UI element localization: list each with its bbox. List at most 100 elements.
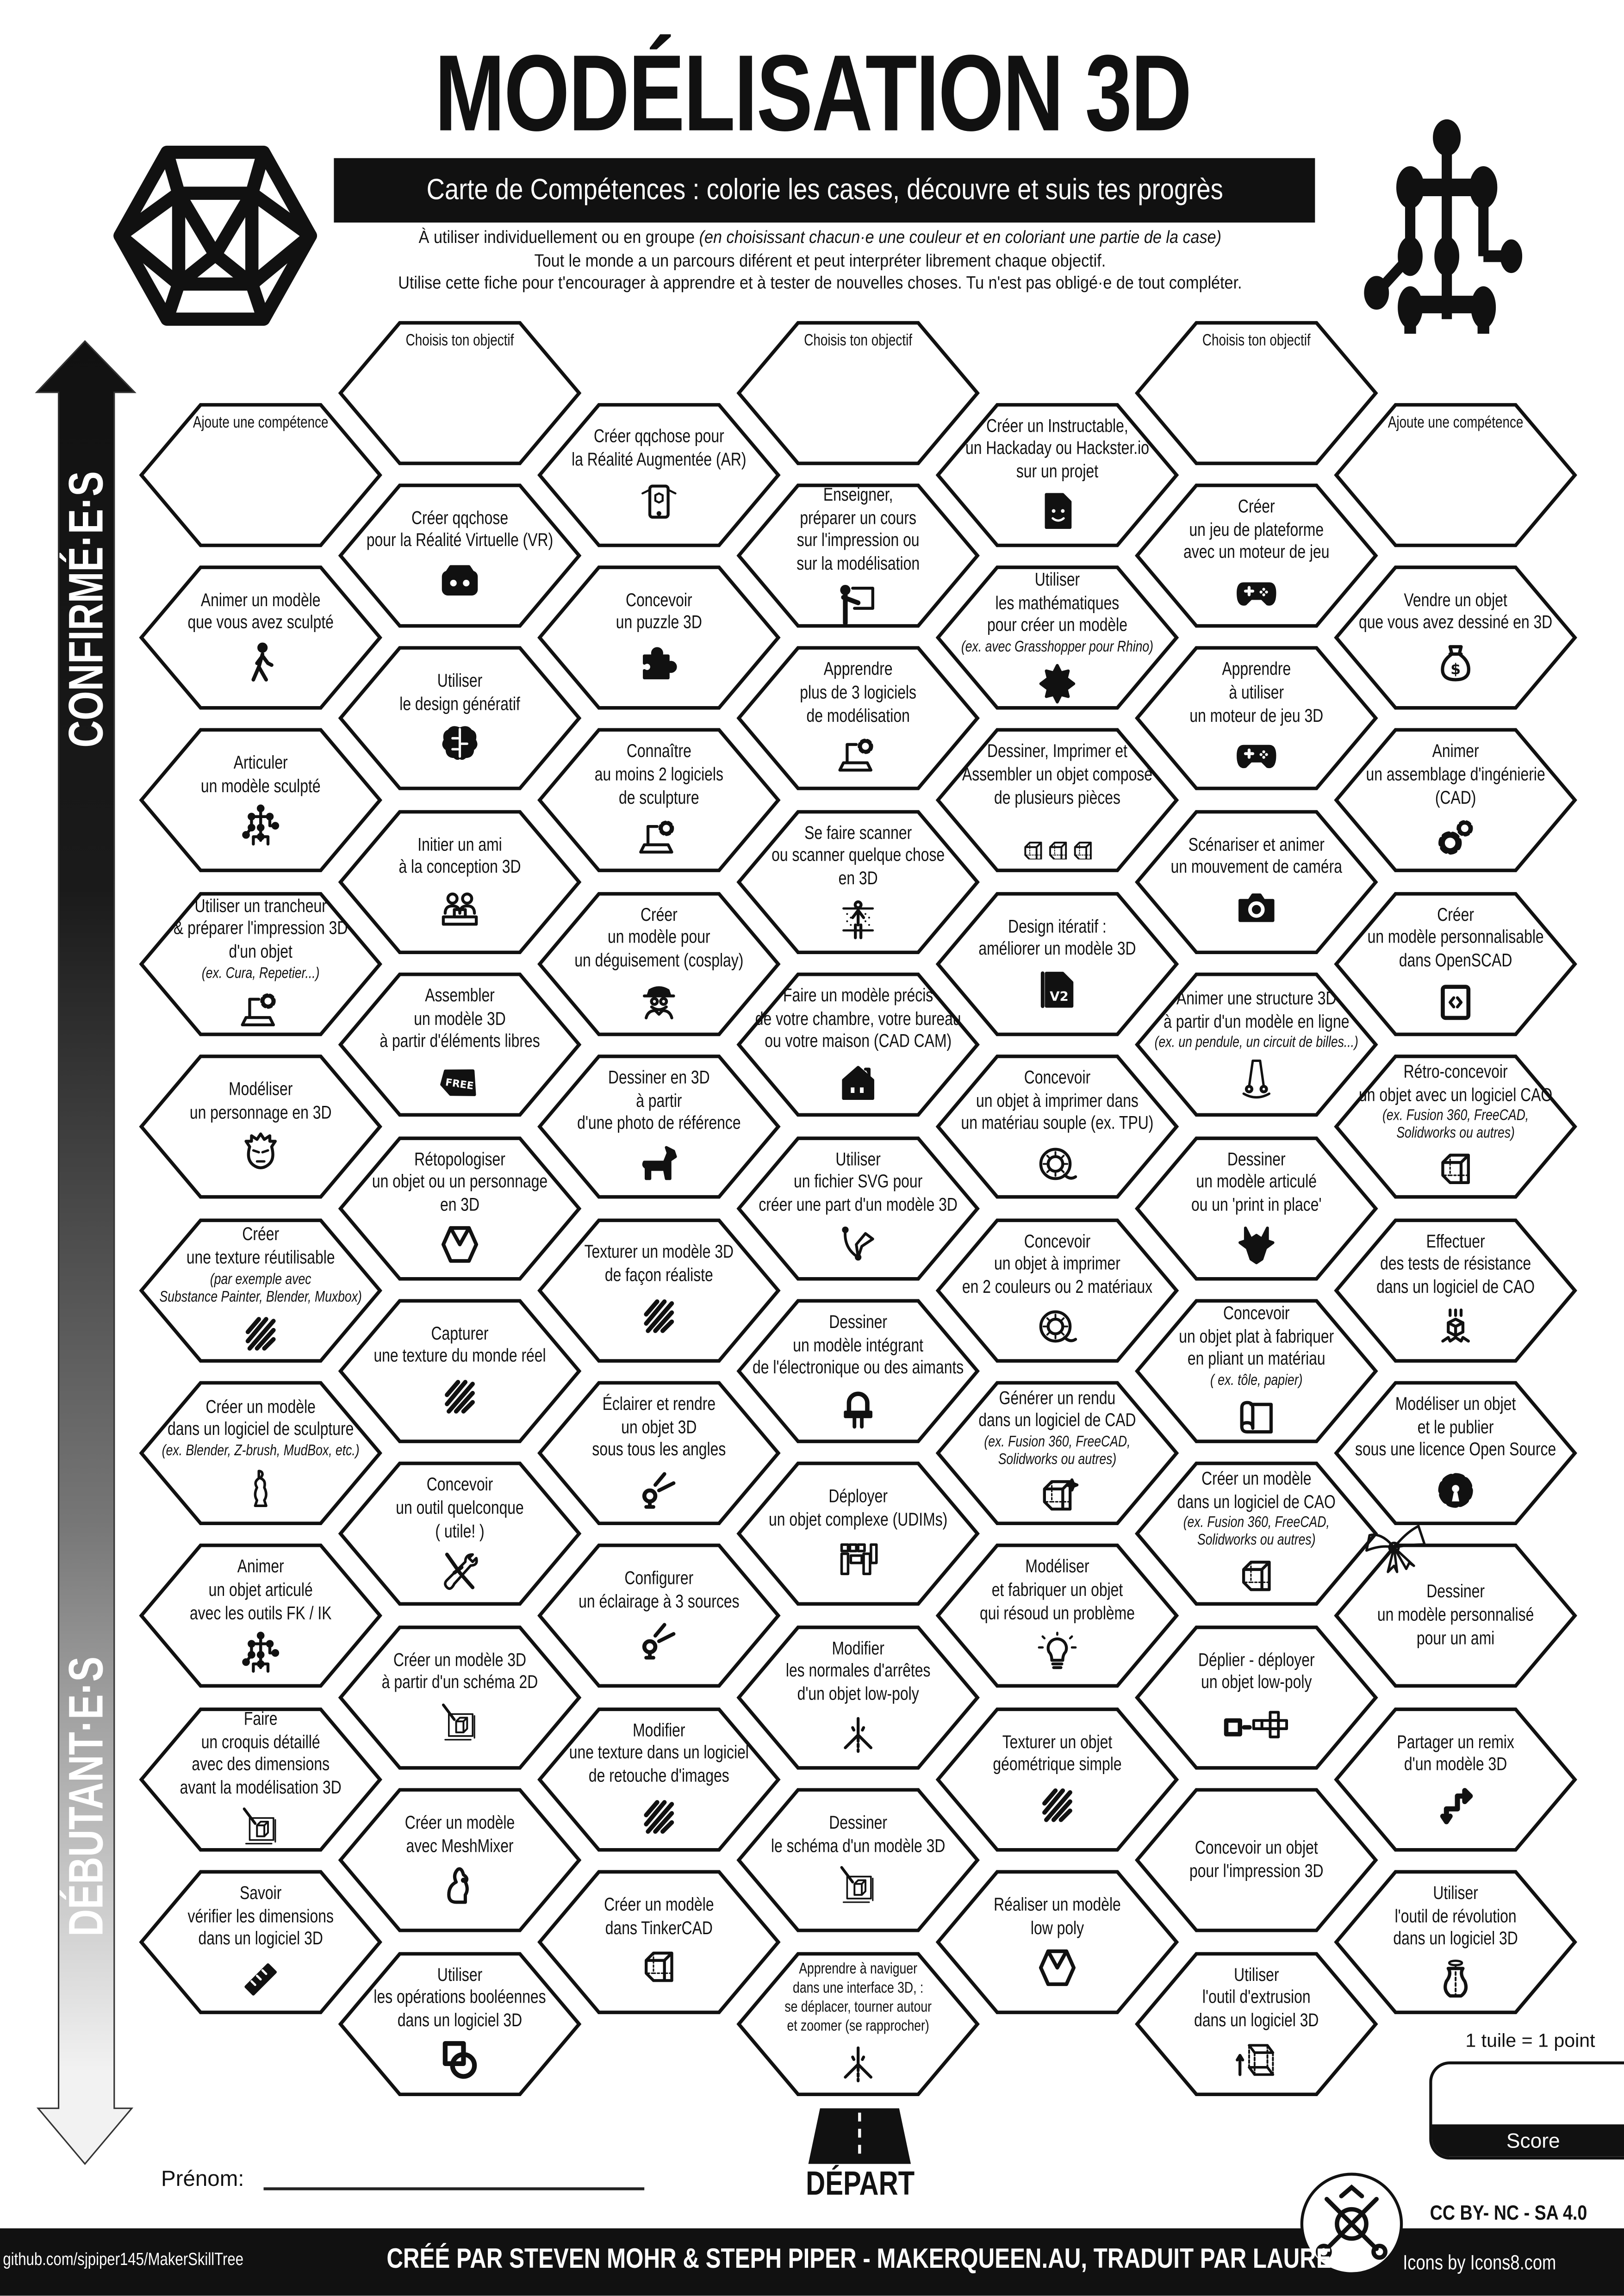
skill-tile[interactable]: Scénariser et animer un mouvement de cam… bbox=[1135, 809, 1378, 954]
skill-tile[interactable]: Modéliser et fabriquer un objet qui réso… bbox=[935, 1544, 1179, 1688]
skill-tile[interactable]: Utiliser un fichier SVG pour créer une p… bbox=[736, 1136, 980, 1280]
skill-tile[interactable]: Apprendre plus de 3 logiciels de modélis… bbox=[736, 646, 980, 791]
skill-tile[interactable]: Créer un modèle personnalisable dans Ope… bbox=[1334, 891, 1577, 1036]
skill-tile[interactable]: Connaître au moins 2 logiciels de sculpt… bbox=[537, 728, 781, 873]
skill-tile[interactable]: Créer un modèle dans un logiciel de scul… bbox=[139, 1380, 382, 1525]
tile-title: Créer un Instructable, un Hackaday ou Ha… bbox=[965, 415, 1149, 482]
skill-tile[interactable]: Concevoir un objet à imprimer dans un ma… bbox=[935, 1054, 1179, 1199]
skill-tile[interactable]: Design itératif : améliorer un modèle 3D… bbox=[935, 891, 1179, 1036]
name-field[interactable] bbox=[263, 2187, 645, 2191]
tile-title: Savoir vérifier les dimensions dans un l… bbox=[187, 1883, 334, 1949]
skill-tile[interactable]: Faire un croquis détaillé avec des dimen… bbox=[139, 1706, 382, 1851]
skill-tile[interactable]: Utiliser l'outil d'extrusion dans un log… bbox=[1135, 1951, 1378, 2096]
score-box[interactable]: Score bbox=[1429, 2061, 1624, 2160]
tile-title: Créer un modèle dans TinkerCAD bbox=[604, 1894, 714, 1938]
skill-tile[interactable]: Dessiner le schéma d'un modèle 3D bbox=[736, 1788, 980, 1933]
custom-skill-tile[interactable]: Choisis ton objectif bbox=[736, 320, 980, 465]
skill-tile[interactable]: Effectuer des tests de résistance dans u… bbox=[1334, 1217, 1577, 1362]
skill-tile[interactable]: Dessiner un modèle articulé ou un 'print… bbox=[1135, 1136, 1378, 1280]
hex-outline bbox=[139, 891, 382, 1036]
skill-tile[interactable]: Modéliser un personnage en 3D bbox=[139, 1054, 382, 1199]
skill-tile[interactable]: Modéliser un objet et le publier sous un… bbox=[1334, 1380, 1577, 1525]
skill-tile[interactable]: Créer un modèle avec MeshMixer bbox=[338, 1788, 582, 1933]
skill-tile[interactable]: Dessiner, Imprimer et Assembler un objet… bbox=[935, 728, 1179, 873]
custom-skill-tile[interactable]: Choisis ton objectif bbox=[1135, 320, 1378, 465]
skill-tile[interactable]: Concevoir un outil quelconque ( utile! ) bbox=[338, 1462, 582, 1607]
tile-label: Créer un modèle personnalisable dans Ope… bbox=[1341, 905, 1570, 973]
skill-tile[interactable]: Utiliser le design génératif bbox=[338, 646, 582, 791]
skill-tile[interactable]: Modifier les normales d'arrêtes d'un obj… bbox=[736, 1625, 980, 1769]
skill-tile[interactable]: Déployer un objet complexe (UDIMs) bbox=[736, 1462, 980, 1607]
tile-example-note: (ex. Fusion 360, FreeCAD, Solidworks ou … bbox=[1183, 1514, 1330, 1550]
skill-tile[interactable]: Animer un objet articulé avec les outils… bbox=[139, 1544, 382, 1688]
skill-tile[interactable]: Animer une structure 3D à partir d'un mo… bbox=[1135, 972, 1378, 1117]
skill-tile[interactable]: Créer un Instructable, un Hackaday ou Ha… bbox=[935, 402, 1179, 547]
skill-tile[interactable]: Créer un modèle dans un logiciel de CAO(… bbox=[1135, 1462, 1378, 1607]
custom-skill-tile[interactable]: Ajoute une compétence bbox=[1334, 402, 1577, 547]
hex-outline bbox=[1135, 483, 1378, 628]
skill-tile[interactable]: Concevoir un objet plat à fabriquer en p… bbox=[1135, 1298, 1378, 1443]
skill-tile[interactable]: Utiliser les opérations booléennes dans … bbox=[338, 1951, 582, 2096]
skill-tile[interactable]: Réaliser un modèle low poly bbox=[935, 1870, 1179, 2015]
skill-tile[interactable]: Texturer un objet géométrique simple bbox=[935, 1706, 1179, 1851]
skill-tile[interactable]: Générer un rendu dans un logiciel de CAD… bbox=[935, 1380, 1179, 1525]
skill-tile[interactable]: Capturer une texture du monde réel bbox=[338, 1298, 582, 1443]
hex-outline bbox=[139, 1055, 382, 1199]
rabbit-icon bbox=[438, 1864, 482, 1908]
skill-tile[interactable]: Utiliser l'outil de révolution dans un l… bbox=[1334, 1870, 1577, 2015]
skill-tile[interactable]: Créer une texture réutilisable (par exemp… bbox=[139, 1217, 382, 1362]
repo-link[interactable]: github.com/sjpiper145/MakerSkillTree bbox=[3, 2249, 244, 2270]
tile-content: Animer un assemblage d'ingénierie (CAD) bbox=[1334, 728, 1577, 873]
skill-tile[interactable]: Utiliser un trancheur & préparer l'impre… bbox=[139, 891, 382, 1036]
skill-tile[interactable]: Vendre un objet que vous avez dessiné en… bbox=[1334, 565, 1577, 710]
skill-tile[interactable]: Éclairer et rendre un objet 3D sous tous… bbox=[537, 1380, 781, 1525]
dog-icon bbox=[637, 1142, 681, 1186]
custom-skill-tile[interactable]: Ajoute une compétence bbox=[139, 402, 382, 547]
skill-tile[interactable]: Créer un modèle 3D à partir d'un schéma … bbox=[338, 1625, 582, 1769]
tile-title: Enseigner, préparer un cours sur l'impre… bbox=[796, 484, 920, 574]
skill-tile[interactable]: Animer un modèle que vous avez sculpté bbox=[139, 565, 382, 710]
skill-tile[interactable]: Rétopologiser un objet ou un personnage … bbox=[338, 1136, 582, 1280]
skill-tile[interactable]: Utiliser les mathématiques pour créer un… bbox=[935, 565, 1179, 710]
skill-tile[interactable]: Modifier une texture dans un logiciel de… bbox=[537, 1706, 781, 1851]
tile-content: Configurer un éclairage à 3 sources bbox=[537, 1544, 780, 1688]
skill-tile[interactable]: Partager un remix d'un modèle 3D bbox=[1334, 1706, 1577, 1851]
skill-tile[interactable]: Concevoir un puzzle 3D bbox=[537, 565, 781, 710]
boolean-icon bbox=[438, 2039, 482, 2083]
skill-tile[interactable]: Créer qqchose pour la Réalité Augmentée … bbox=[537, 402, 781, 547]
hex-outline bbox=[736, 320, 980, 465]
skill-tile[interactable]: Faire un modèle précis de votre chambre,… bbox=[736, 972, 980, 1117]
skill-tile[interactable]: Concevoir un objet à imprimer en 2 coule… bbox=[935, 1217, 1179, 1362]
svg-text:$: $ bbox=[1450, 661, 1461, 678]
pendulum-icon bbox=[1234, 1057, 1278, 1101]
skill-tile[interactable]: Dessiner un modèle personnalisé pour un … bbox=[1334, 1525, 1577, 1688]
hex-outline bbox=[537, 1381, 781, 1525]
skill-tile[interactable]: Se faire scanner ou scanner quelque chos… bbox=[736, 809, 980, 954]
tile-label: Animer un objet articulé avec les outils… bbox=[146, 1557, 375, 1626]
skill-tile[interactable]: Enseigner, préparer un cours sur l'impre… bbox=[736, 483, 980, 628]
skill-tile[interactable]: Dessiner en 3D à partir d'une photo de r… bbox=[537, 1054, 781, 1199]
skill-tile[interactable]: Apprendre à utiliser un moteur de jeu 3D bbox=[1135, 646, 1378, 791]
custom-skill-tile[interactable]: Choisis ton objectif bbox=[338, 320, 582, 465]
skill-tile[interactable]: Apprendre à naviguer dans une interface … bbox=[736, 1951, 980, 2096]
tile-content: Design itératif : améliorer un modèle 3D… bbox=[936, 891, 1179, 1036]
tile-content: Créer un jeu de plateforme avec un moteu… bbox=[1135, 483, 1378, 628]
skill-tile[interactable]: Créer un modèle dans TinkerCAD bbox=[537, 1870, 781, 2015]
skill-tile[interactable]: Concevoir un objet pour l'impression 3D bbox=[1135, 1788, 1378, 1933]
skill-tile[interactable]: Animer un assemblage d'ingénierie (CAD) bbox=[1334, 728, 1577, 873]
document-smile-icon bbox=[1035, 490, 1079, 534]
skill-tile[interactable]: Créer un jeu de plateforme avec un moteu… bbox=[1135, 483, 1378, 628]
tile-title: Modifier une texture dans un logiciel de… bbox=[569, 1720, 749, 1787]
tile-content: Apprendre à utiliser un moteur de jeu 3D bbox=[1135, 646, 1378, 791]
skill-tile[interactable]: Articuler un modèle sculpté bbox=[139, 728, 382, 873]
skill-tile[interactable]: Déplier - déployer un objet low-poly bbox=[1135, 1625, 1378, 1769]
skill-tile[interactable]: Savoir vérifier les dimensions dans un l… bbox=[139, 1870, 382, 2015]
skill-tile[interactable]: Assembler un modèle 3D à partir d'élémen… bbox=[338, 972, 582, 1117]
skill-tile[interactable]: Texturer un modèle 3D de façon réaliste bbox=[537, 1217, 781, 1362]
skill-tile[interactable]: Créer qqchose pour la Réalité Virtuelle … bbox=[338, 483, 582, 628]
skill-tile[interactable]: Initier un ami à la conception 3D bbox=[338, 809, 582, 954]
skill-tile[interactable]: Dessiner un modèle intégrant de l'électr… bbox=[736, 1298, 980, 1443]
skill-tile[interactable]: Rétro-concevoir un objet avec un logicie… bbox=[1334, 1054, 1577, 1199]
skill-tile[interactable]: Configurer un éclairage à 3 sources bbox=[537, 1544, 781, 1688]
skill-tile[interactable]: Créer un modèle pour un déguisement (cos… bbox=[537, 891, 781, 1036]
